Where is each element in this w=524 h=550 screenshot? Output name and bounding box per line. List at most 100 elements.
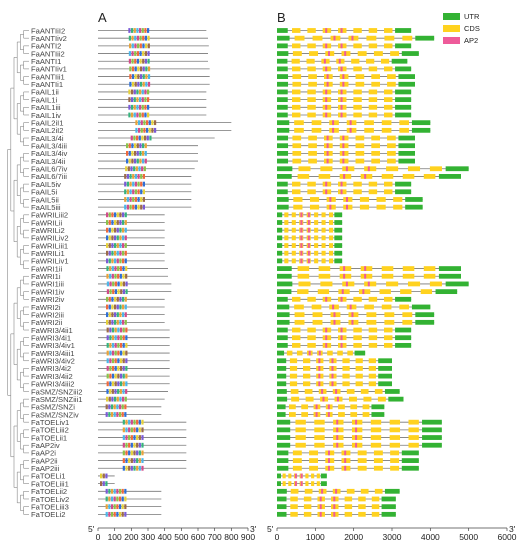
motif-box: [106, 396, 109, 402]
cds-segment: [371, 74, 380, 79]
motif-box: [144, 135, 147, 141]
gene-label: FaAIL1iii: [31, 103, 61, 112]
legend-swatch-ap2: [443, 37, 460, 44]
ap2-segment: [344, 450, 347, 456]
motif-box: [147, 66, 151, 72]
motif-box: [116, 243, 119, 248]
motif-box: [108, 243, 111, 248]
cds-segment: [309, 458, 319, 463]
motif-box: [124, 412, 127, 417]
cds-segment: [355, 150, 365, 156]
cds-segment: [368, 358, 376, 364]
utr-segment: [277, 266, 292, 271]
cds-segment: [295, 427, 306, 433]
legend: UTR CDS AP2: [443, 12, 480, 45]
motif-box: [131, 51, 134, 56]
cds-segment: [292, 74, 302, 79]
motif-box: [108, 227, 111, 233]
utr-segment: [277, 412, 286, 417]
cds-segment: [357, 458, 367, 463]
ap2-segment: [325, 97, 328, 103]
motif-box: [111, 312, 114, 318]
utr-segment: [277, 120, 290, 126]
motif-box: [124, 227, 127, 233]
ap2-segment: [327, 450, 330, 456]
cds-segment: [353, 296, 362, 302]
cds-segment: [291, 258, 296, 264]
cds-segment: [314, 419, 325, 425]
motif-box: [116, 220, 119, 225]
cds-segment: [389, 442, 401, 448]
motif-box: [133, 97, 136, 103]
motif-box: [124, 404, 127, 410]
cds-segment: [389, 419, 401, 425]
motif-box: [114, 381, 117, 387]
ap2-segment: [327, 465, 330, 471]
ap2-segment: [300, 243, 303, 248]
motif-box: [119, 342, 123, 348]
motif-box: [126, 189, 129, 195]
motif-box: [106, 273, 109, 279]
motif-box: [122, 212, 125, 218]
cds-segment: [314, 258, 319, 264]
motif-box: [128, 442, 131, 448]
motif-box: [114, 366, 117, 371]
motif-box: [106, 342, 109, 348]
cds-segment: [307, 296, 316, 302]
motif-box: [114, 389, 117, 394]
ap2-segment: [342, 158, 345, 164]
cds-segment: [328, 227, 334, 233]
motif-box: [111, 358, 115, 364]
cds-segment: [338, 289, 350, 295]
motif-box: [131, 112, 134, 118]
utr-segment: [277, 243, 283, 248]
cds-segment: [390, 465, 400, 471]
motif-box: [109, 373, 112, 379]
utr-segment: [384, 389, 400, 394]
ap2-segment: [300, 258, 303, 264]
motif-box: [108, 250, 111, 256]
cds-segment: [366, 319, 377, 325]
cds-segment: [366, 35, 377, 41]
cds-segment: [368, 112, 378, 118]
gene-label: FaWRI3/4ii2: [31, 372, 73, 381]
cds-segment: [295, 419, 306, 425]
cds-segment: [402, 319, 413, 325]
ap2-segment: [307, 212, 310, 218]
motif-box: [128, 419, 131, 425]
cds-segment: [393, 197, 403, 202]
utr-segment: [422, 427, 442, 433]
cds-segment: [353, 28, 362, 33]
ap2-segment: [336, 427, 339, 433]
cds-segment: [381, 127, 392, 133]
utr-segment: [277, 281, 293, 287]
cds-segment: [294, 127, 304, 133]
motif-box: [109, 281, 112, 287]
utr-segment: [391, 58, 408, 64]
motif-box: [106, 243, 109, 248]
utr-segment: [334, 258, 343, 264]
utr-segment: [334, 220, 343, 225]
motif-box: [119, 350, 123, 356]
motif-box: [143, 166, 146, 172]
utr-segment: [277, 220, 283, 225]
motif-box: [108, 404, 111, 410]
cds-segment: [289, 381, 298, 387]
motif-box: [141, 442, 144, 448]
motif-box: [136, 104, 139, 110]
ap2-segment: [344, 458, 347, 463]
utr-segment: [277, 166, 293, 172]
cds-segment: [359, 197, 370, 202]
motif-box: [106, 366, 109, 371]
motif-box: [122, 250, 125, 256]
motif-box: [124, 488, 127, 494]
motif-box: [109, 266, 112, 271]
motif-box: [141, 166, 144, 172]
gene-label: FaWRI3/4iii2: [31, 380, 74, 389]
gene-label: FaAP2i: [31, 449, 56, 458]
motif-box: [117, 342, 120, 348]
cds-segment: [292, 335, 301, 341]
motif-box: [108, 496, 111, 502]
cds-segment: [384, 327, 393, 333]
cds-segment: [402, 35, 413, 41]
